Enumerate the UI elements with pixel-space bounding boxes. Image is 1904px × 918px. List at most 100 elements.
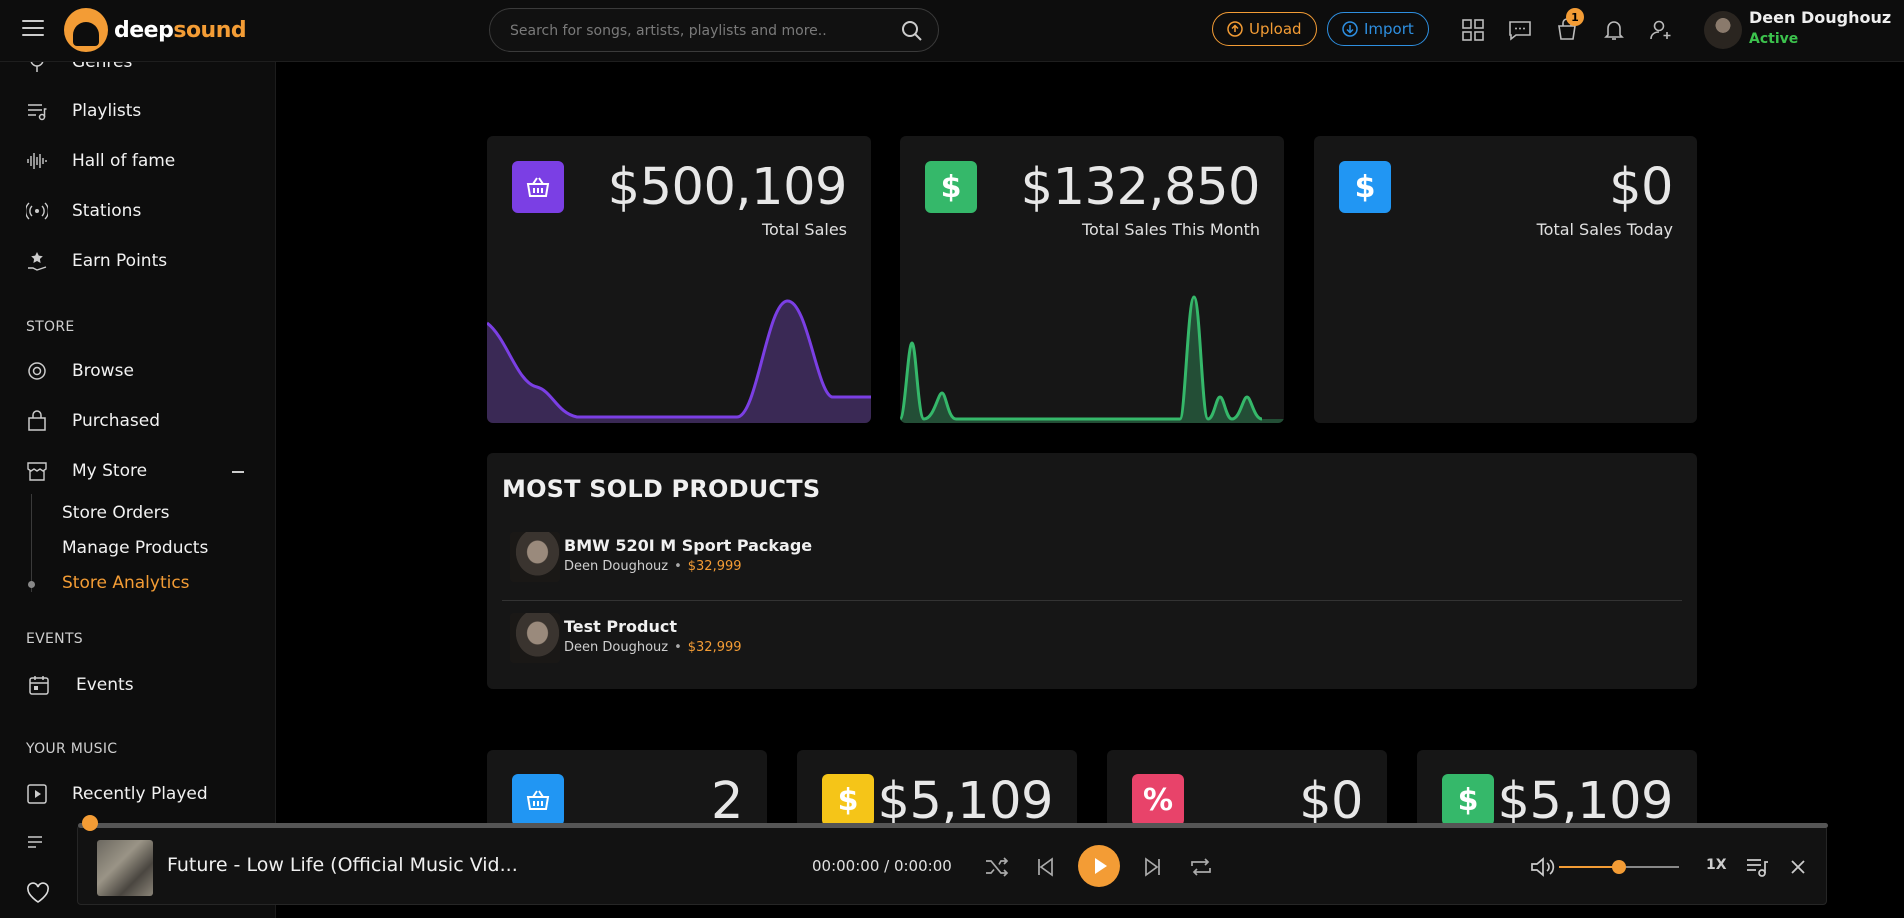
user-status: Active xyxy=(1749,31,1799,47)
dollar-icon: $ xyxy=(925,161,977,213)
queue-icon[interactable] xyxy=(1744,853,1772,881)
avatar[interactable] xyxy=(1704,11,1742,49)
collapse-icon[interactable] xyxy=(232,471,244,473)
heart-icon[interactable] xyxy=(26,882,50,904)
sidebar-item-label: Events xyxy=(76,675,134,695)
dollar-icon: $ xyxy=(1339,161,1391,213)
sidebar-item-recently-played[interactable]: Recently Played xyxy=(0,774,275,814)
product-price: $32,999 xyxy=(687,640,742,655)
playlist-icon[interactable] xyxy=(26,832,48,854)
mini-stat-value: 2 xyxy=(711,772,743,831)
menu-icon[interactable] xyxy=(22,20,44,38)
calendar-icon xyxy=(29,676,49,695)
volume-icon[interactable] xyxy=(1528,853,1556,881)
mini-stat-value: $5,109 xyxy=(1497,772,1674,831)
product-name[interactable]: Test Product xyxy=(564,617,677,636)
logo[interactable]: deepsound xyxy=(64,7,247,53)
search-input[interactable] xyxy=(510,19,870,43)
music-player: Future - Low Life (Official Music Vid...… xyxy=(77,815,1828,905)
sidebar-item-label: Playlists xyxy=(72,101,142,121)
percent-icon: % xyxy=(1132,774,1184,826)
sidebar-subitem-store-analytics[interactable]: Store Analytics xyxy=(62,573,190,593)
product-seller: Deen Doughouz xyxy=(564,640,669,655)
sidebar-subitem-manage-products[interactable]: Manage Products xyxy=(62,538,209,558)
close-icon[interactable] xyxy=(1784,853,1812,881)
month-sales-card: $ $132,850 Total Sales This Month xyxy=(900,136,1284,423)
most-sold-products-panel: MOST SOLD PRODUCTS BMW 520I M Sport Pack… xyxy=(487,453,1697,689)
play-square-icon xyxy=(27,784,47,804)
mini-stat-value: $0 xyxy=(1299,772,1363,831)
cart-badge: 1 xyxy=(1566,8,1584,26)
sidebar-item-events[interactable]: Events xyxy=(0,665,275,705)
shuffle-icon[interactable] xyxy=(983,853,1011,881)
sidebar-item-label: Earn Points xyxy=(72,251,168,271)
sidebar-item-purchased[interactable]: Purchased xyxy=(0,401,275,441)
volume-fill xyxy=(1559,866,1619,868)
sidebar-item-my-store[interactable]: My Store xyxy=(0,451,275,491)
month-sales-sparkline xyxy=(900,295,1284,423)
mini-stat-value: $5,109 xyxy=(877,772,1054,831)
product-meta: Deen Doughouz • $32,999 xyxy=(564,559,742,574)
user-name[interactable]: Deen Doughouz xyxy=(1749,8,1892,27)
product-price: $32,999 xyxy=(687,559,742,574)
product-name[interactable]: BMW 520I M Sport Package xyxy=(564,536,813,555)
browse-icon xyxy=(28,362,46,380)
import-button[interactable]: Import xyxy=(1327,12,1429,46)
bell-icon[interactable] xyxy=(1601,17,1627,43)
genres-icon xyxy=(30,62,44,72)
sidebar-item-playlists[interactable]: Playlists xyxy=(0,91,275,131)
events-section-label: EVENTS xyxy=(26,631,83,647)
today-sales-card: $ $0 Total Sales Today xyxy=(1314,136,1697,423)
track-thumbnail xyxy=(97,840,153,896)
dashboard-icon[interactable] xyxy=(1460,17,1486,43)
sidebar: Genres Playlists Hall of fame Stations E… xyxy=(0,62,276,918)
sidebar-item-stations[interactable]: Stations xyxy=(0,191,275,231)
sidebar-item-browse[interactable]: Browse xyxy=(0,351,275,391)
sidebar-item-label: Purchased xyxy=(72,411,160,431)
store-section-label: STORE xyxy=(26,319,75,335)
today-sales-label: Total Sales Today xyxy=(1536,220,1673,239)
radio-icon xyxy=(26,202,48,220)
search-bar xyxy=(489,8,939,52)
sidebar-item-genres[interactable]: Genres xyxy=(0,62,275,82)
previous-icon[interactable] xyxy=(1031,853,1059,881)
search-icon[interactable] xyxy=(900,19,924,43)
next-icon[interactable] xyxy=(1139,853,1167,881)
list-item[interactable]: BMW 520I M Sport Package Deen Doughouz • $… xyxy=(502,519,1682,599)
sidebar-item-hall-of-fame[interactable]: Hall of fame xyxy=(0,141,275,181)
submenu-line xyxy=(31,494,32,592)
volume-slider[interactable] xyxy=(1559,860,1679,874)
progress-bar[interactable] xyxy=(78,815,1828,831)
sidebar-item-label: Recently Played xyxy=(72,784,208,804)
total-sales-card: $500,109 Total Sales xyxy=(487,136,871,423)
add-user-icon[interactable] xyxy=(1648,17,1674,43)
repeat-icon[interactable] xyxy=(1187,853,1215,881)
today-sales-value: $0 xyxy=(1609,158,1673,217)
product-meta: Deen Doughouz • $32,999 xyxy=(564,640,742,655)
points-icon xyxy=(28,252,47,271)
import-icon xyxy=(1342,21,1358,37)
soundwave-icon xyxy=(27,153,47,169)
volume-knob[interactable] xyxy=(1612,860,1626,874)
store-icon xyxy=(27,462,47,481)
list-item[interactable]: Test Product Deen Doughouz • $32,999 xyxy=(502,600,1682,680)
sidebar-subitem-store-orders[interactable]: Store Orders xyxy=(62,503,170,523)
sidebar-item-earn-points[interactable]: Earn Points xyxy=(0,241,275,281)
month-sales-label: Total Sales This Month xyxy=(1081,220,1260,239)
track-title[interactable]: Future - Low Life (Official Music Vid... xyxy=(167,854,518,876)
product-thumbnail xyxy=(510,532,560,582)
messages-icon[interactable] xyxy=(1507,17,1533,43)
sidebar-item-label: Genres xyxy=(72,62,133,72)
progress-knob[interactable] xyxy=(82,815,98,831)
upload-button[interactable]: Upload xyxy=(1212,12,1317,46)
speed-button[interactable]: 1X xyxy=(1706,857,1727,873)
active-dot xyxy=(28,581,35,588)
month-sales-value: $132,850 xyxy=(1020,158,1261,217)
dollar-icon: $ xyxy=(822,774,874,826)
product-thumbnail xyxy=(510,613,560,663)
dollar-icon: $ xyxy=(1442,774,1494,826)
divider xyxy=(502,600,1682,601)
bag-icon xyxy=(28,410,46,431)
play-button[interactable] xyxy=(1078,845,1120,887)
time-display: 00:00:00 / 0:00:00 xyxy=(812,857,952,875)
